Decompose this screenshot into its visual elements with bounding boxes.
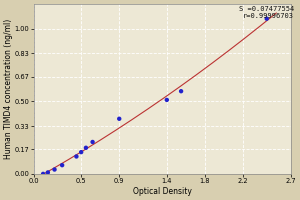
Point — [117, 117, 122, 120]
Point — [41, 172, 46, 175]
Y-axis label: Human TIMD4 concentration (ng/ml): Human TIMD4 concentration (ng/ml) — [4, 19, 13, 159]
Text: S =0.07477554
r=0.99996703: S =0.07477554 r=0.99996703 — [239, 6, 294, 19]
Point — [164, 98, 169, 102]
Point — [60, 164, 64, 167]
Point — [74, 155, 79, 158]
Point — [83, 146, 88, 149]
Point — [90, 140, 95, 144]
X-axis label: Optical Density: Optical Density — [133, 187, 191, 196]
Point — [79, 151, 84, 154]
Point — [52, 168, 57, 171]
Point — [179, 90, 184, 93]
Point — [46, 171, 50, 174]
Point — [264, 17, 269, 20]
